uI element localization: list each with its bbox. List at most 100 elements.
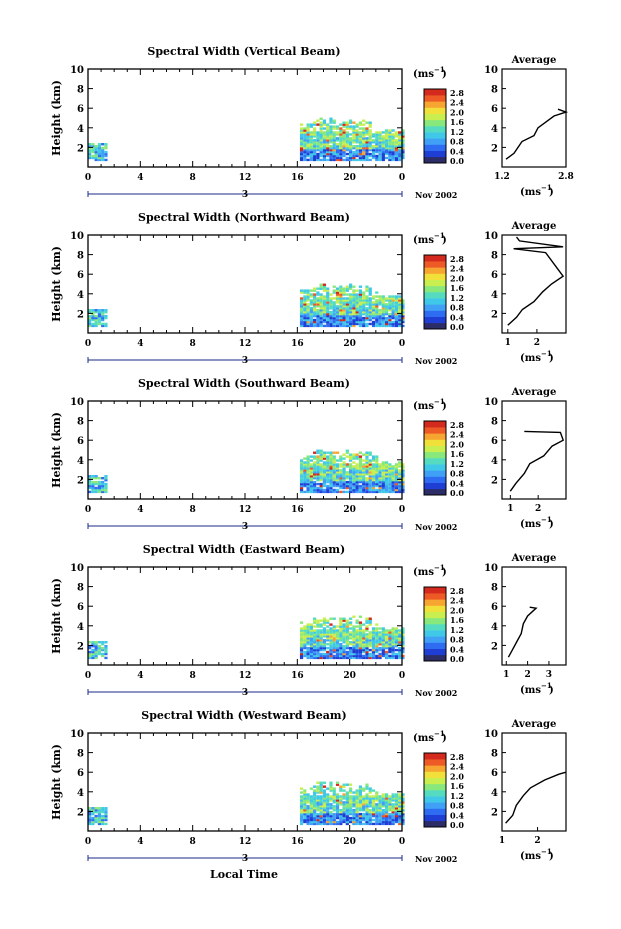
heatmap-cell	[345, 484, 349, 488]
heatmap-cell	[375, 145, 379, 148]
heatmap-cell	[388, 146, 392, 150]
heatmap-cell	[332, 311, 336, 314]
heatmap-cell	[342, 457, 346, 460]
heatmap-cell	[384, 152, 389, 156]
heatmap-cell	[326, 125, 330, 128]
heatmap-cell	[322, 146, 327, 150]
heatmap-cell	[375, 139, 379, 142]
heatmap-cell	[362, 131, 366, 134]
colorbar-swatch	[424, 421, 446, 428]
heatmap-cell	[313, 451, 317, 454]
heatmap-cell	[362, 311, 366, 314]
heatmap-cell	[358, 644, 363, 648]
heatmap-cell	[299, 303, 304, 306]
average-y-tick-label: 10	[484, 65, 498, 76]
heatmap-cell	[368, 133, 372, 136]
heatmap-cell	[368, 135, 372, 138]
heatmap-cell	[358, 625, 363, 628]
heatmap-cell	[329, 465, 333, 468]
heatmap-cell	[349, 305, 353, 308]
heatmap-cell	[388, 650, 392, 654]
heatmap-cell	[313, 295, 317, 298]
heatmap-cell	[378, 473, 382, 476]
heatmap-cell	[322, 297, 327, 300]
colorbar-unit-close: )	[442, 401, 447, 412]
heatmap-cell	[342, 801, 346, 804]
heatmap-cell	[352, 797, 356, 800]
heatmap-cell	[381, 639, 385, 642]
heatmap-cell	[313, 471, 317, 474]
heatmap-cell	[339, 643, 343, 646]
heatmap-cell	[319, 791, 323, 794]
colorbar-tick-label: 2.0	[450, 273, 464, 283]
heatmap-cell	[91, 145, 95, 148]
heatmap-cell	[375, 643, 379, 646]
heatmap-cell	[309, 812, 313, 816]
heatmap-cell	[394, 477, 399, 480]
heatmap-cell	[388, 480, 392, 484]
heatmap-cell	[371, 644, 376, 648]
heatmap-cell	[394, 818, 399, 822]
heatmap-cell	[316, 141, 320, 144]
heatmap-cell	[309, 316, 313, 320]
heatmap-cell	[394, 490, 399, 494]
heatmap-cell	[335, 289, 340, 292]
heatmap-cell	[365, 488, 369, 492]
heatmap-cell	[394, 475, 399, 478]
heatmap-cell	[368, 158, 372, 162]
heatmap-cell	[368, 795, 372, 798]
heatmap-cell	[309, 123, 313, 126]
heatmap-cell	[355, 469, 359, 472]
y-tick-label: 6	[77, 104, 84, 115]
heatmap-cell	[371, 463, 376, 466]
heatmap-cell	[349, 158, 353, 162]
heatmap-cell	[355, 801, 359, 804]
heatmap-cell	[322, 490, 327, 494]
heatmap-cell	[329, 469, 333, 472]
colorbar-unit-exp: −1	[434, 563, 445, 572]
heatmap-cell	[345, 809, 349, 812]
heatmap-cell	[365, 484, 369, 488]
heatmap-cell	[306, 627, 310, 630]
heatmap-cell	[368, 453, 372, 456]
heatmap-cell	[388, 795, 392, 798]
colorbar-tick-label: 0.8	[450, 635, 464, 645]
heatmap-cell	[329, 146, 333, 150]
heatmap-cell	[358, 318, 363, 322]
heatmap-cell	[388, 820, 392, 824]
heatmap-cell	[313, 143, 317, 146]
heatmap-cell	[375, 473, 379, 476]
heatmap-cell	[313, 135, 317, 138]
heatmap-cell	[306, 623, 310, 626]
heatmap-cell	[349, 127, 353, 130]
heatmap-cell	[391, 146, 395, 150]
heatmap-cell	[378, 795, 382, 798]
heatmap-cell	[345, 322, 349, 326]
date-mark: 3	[242, 854, 248, 864]
heatmap-cell	[322, 287, 327, 290]
heatmap-cell	[339, 139, 343, 142]
heatmap-cell	[94, 818, 98, 822]
heatmap-cell	[345, 287, 349, 290]
heatmap-cell	[299, 141, 304, 144]
heatmap-cell	[371, 637, 376, 640]
heatmap-cell	[391, 467, 395, 470]
heatmap-cell	[306, 818, 310, 822]
heatmap-cell	[394, 473, 399, 476]
heatmap-cell	[313, 816, 317, 820]
heatmap-cell	[303, 312, 307, 316]
heatmap-cell	[335, 648, 340, 652]
heatmap-cell	[91, 812, 95, 816]
average-x-tick-label: 2.8	[558, 172, 574, 182]
heatmap-cell	[306, 309, 310, 312]
heatmap-cell	[88, 818, 92, 822]
heatmap-cell	[339, 135, 343, 138]
heatmap-cell	[401, 805, 405, 808]
heatmap-cell	[319, 469, 323, 472]
colorbar-swatch	[424, 476, 446, 483]
heatmap-cell	[394, 627, 399, 630]
heatmap-cell	[345, 146, 349, 150]
heatmap-cell	[401, 631, 405, 634]
heatmap-cell	[388, 637, 392, 640]
heatmap-cell	[362, 312, 366, 316]
